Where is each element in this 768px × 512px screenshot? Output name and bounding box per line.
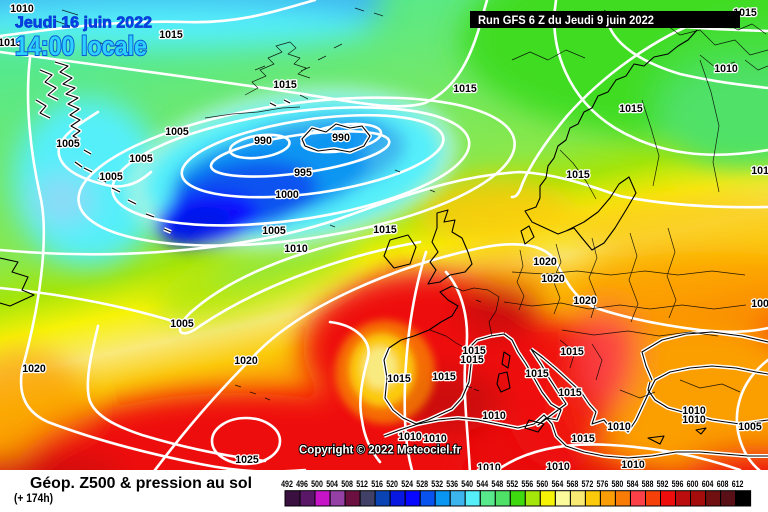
svg-text:1015: 1015 <box>566 169 590 181</box>
svg-text:580: 580 <box>612 479 624 489</box>
svg-text:1015: 1015 <box>453 83 477 95</box>
svg-text:612: 612 <box>732 479 744 489</box>
svg-text:1005: 1005 <box>262 225 286 237</box>
svg-text:1015: 1015 <box>751 165 768 177</box>
svg-text:568: 568 <box>567 479 579 489</box>
svg-text:990: 990 <box>332 132 350 144</box>
svg-text:600: 600 <box>687 479 699 489</box>
svg-text:1005: 1005 <box>56 138 80 150</box>
svg-text:516: 516 <box>371 479 383 489</box>
svg-text:548: 548 <box>491 479 503 489</box>
svg-text:1020: 1020 <box>533 256 557 268</box>
svg-text:1010: 1010 <box>398 431 422 443</box>
svg-text:528: 528 <box>416 479 428 489</box>
svg-text:1010: 1010 <box>482 410 506 422</box>
svg-text:1010: 1010 <box>682 414 706 426</box>
svg-text:532: 532 <box>431 479 443 489</box>
svg-text:(+ 174h): (+ 174h) <box>14 491 53 505</box>
svg-text:1005: 1005 <box>129 153 153 165</box>
svg-text:564: 564 <box>552 479 564 489</box>
svg-text:520: 520 <box>386 479 398 489</box>
svg-text:492: 492 <box>281 479 293 489</box>
svg-text:1000: 1000 <box>275 189 299 201</box>
svg-text:1020: 1020 <box>573 295 597 307</box>
svg-text:1010: 1010 <box>284 243 308 255</box>
svg-text:588: 588 <box>642 479 654 489</box>
svg-text:1010: 1010 <box>607 421 631 433</box>
svg-text:608: 608 <box>717 479 729 489</box>
svg-text:1010: 1010 <box>714 63 738 75</box>
svg-text:1015: 1015 <box>462 345 486 357</box>
svg-text:1015: 1015 <box>619 103 643 115</box>
svg-text:504: 504 <box>326 479 338 489</box>
svg-text:995: 995 <box>294 167 312 179</box>
svg-text:1005: 1005 <box>751 298 768 310</box>
svg-text:584: 584 <box>627 479 639 489</box>
svg-text:524: 524 <box>401 479 413 489</box>
svg-text:1010: 1010 <box>423 433 447 445</box>
svg-text:592: 592 <box>657 479 669 489</box>
svg-text:1010: 1010 <box>10 3 34 15</box>
svg-text:1025: 1025 <box>235 454 259 466</box>
svg-text:Géop. Z500 & pression au sol: Géop. Z500 & pression au sol <box>30 475 252 492</box>
svg-text:1015: 1015 <box>460 354 484 366</box>
svg-text:512: 512 <box>356 479 368 489</box>
svg-text:604: 604 <box>702 479 714 489</box>
svg-text:540: 540 <box>461 479 473 489</box>
svg-text:552: 552 <box>506 479 518 489</box>
svg-text:496: 496 <box>296 479 308 489</box>
svg-text:990: 990 <box>254 135 272 147</box>
svg-text:1010: 1010 <box>477 462 501 474</box>
svg-text:596: 596 <box>672 479 684 489</box>
svg-text:Run GFS 6 Z du Jeudi 9 juin 20: Run GFS 6 Z du Jeudi 9 juin 2022 <box>478 13 654 27</box>
svg-text:544: 544 <box>476 479 488 489</box>
svg-text:Copyright © 2022 Meteociel.fr: Copyright © 2022 Meteociel.fr <box>299 443 461 457</box>
svg-text:1010: 1010 <box>682 405 706 417</box>
svg-text:1020: 1020 <box>22 363 46 375</box>
svg-text:576: 576 <box>597 479 609 489</box>
svg-text:536: 536 <box>446 479 458 489</box>
svg-text:1015: 1015 <box>525 368 549 380</box>
svg-text:1020: 1020 <box>234 355 258 367</box>
svg-text:1005: 1005 <box>99 171 123 183</box>
svg-text:1010: 1010 <box>621 459 645 471</box>
svg-text:1015: 1015 <box>387 373 411 385</box>
svg-text:1015: 1015 <box>560 346 584 358</box>
svg-text:1015: 1015 <box>571 433 595 445</box>
svg-text:Jeudi 16 juin 2022: Jeudi 16 juin 2022 <box>15 15 152 32</box>
svg-text:556: 556 <box>521 479 533 489</box>
svg-text:500: 500 <box>311 479 323 489</box>
svg-text:1015: 1015 <box>0 37 22 49</box>
svg-text:572: 572 <box>582 479 594 489</box>
svg-text:508: 508 <box>341 479 353 489</box>
svg-text:1015: 1015 <box>432 371 456 383</box>
svg-text:1010: 1010 <box>546 461 570 473</box>
svg-text:1015: 1015 <box>159 29 183 41</box>
svg-text:1005: 1005 <box>738 421 762 433</box>
svg-text:14:00 locale: 14:00 locale <box>15 31 147 61</box>
svg-text:1015: 1015 <box>558 387 582 399</box>
svg-text:1015: 1015 <box>273 79 297 91</box>
svg-text:1015: 1015 <box>373 224 397 236</box>
svg-text:1020: 1020 <box>541 273 565 285</box>
svg-text:1005: 1005 <box>170 318 194 330</box>
svg-text:560: 560 <box>536 479 548 489</box>
svg-text:1005: 1005 <box>165 126 189 138</box>
